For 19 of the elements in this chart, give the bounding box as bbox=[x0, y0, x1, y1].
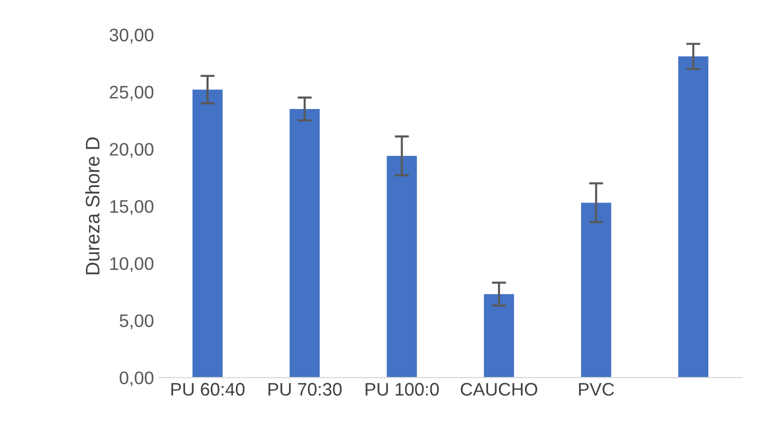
bar bbox=[484, 294, 514, 378]
x-tick-label: CAUCHO bbox=[460, 382, 538, 396]
bar bbox=[290, 109, 320, 378]
y-tick-label: 0,00 bbox=[120, 372, 154, 386]
y-tick-label: 15,00 bbox=[110, 200, 154, 216]
x-tick-label: PU 100:0 bbox=[366, 382, 439, 396]
bar bbox=[386, 156, 417, 378]
y-tick-label: 5,00 bbox=[120, 314, 154, 330]
y-tick-label: 20,00 bbox=[110, 142, 154, 158]
y-tick-label: 25,00 bbox=[110, 86, 154, 101]
bar bbox=[678, 56, 708, 378]
y-tick-label: 30,00 bbox=[110, 28, 154, 44]
x-tick-label: PVC bbox=[579, 382, 614, 396]
y-tick-label: 10,00 bbox=[110, 257, 154, 272]
x-tick-label: PU 60:40 bbox=[171, 382, 244, 396]
y-axis-title: Dureza Shore D bbox=[85, 137, 100, 274]
x-tick-label: PU 70:30 bbox=[268, 382, 342, 396]
bar bbox=[581, 202, 612, 378]
bar bbox=[192, 90, 223, 378]
